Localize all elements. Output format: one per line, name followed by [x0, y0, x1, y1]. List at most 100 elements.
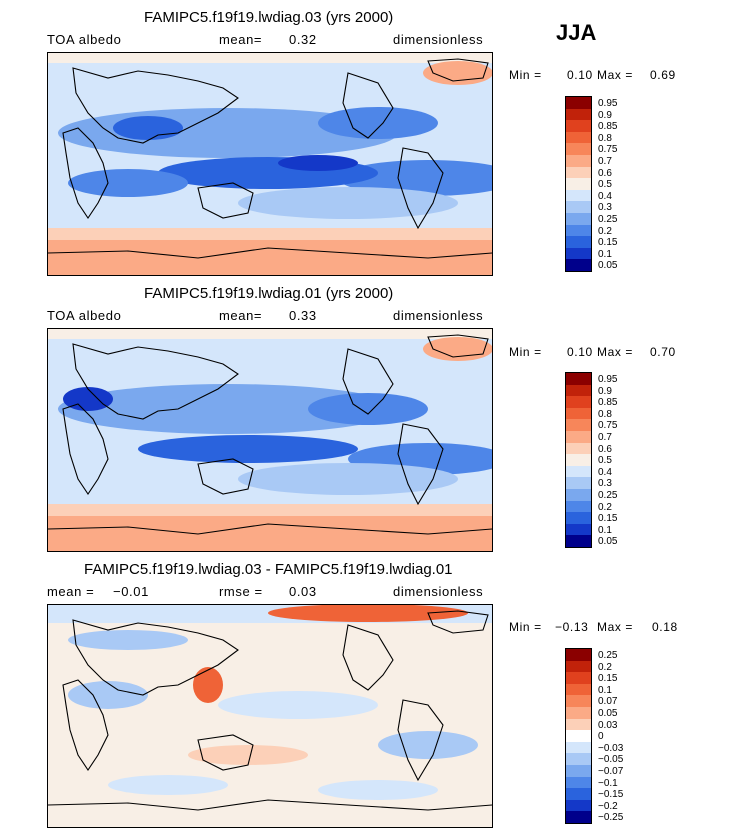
- colorbar-swatch: [566, 799, 591, 812]
- panel2-max-label: Max =: [597, 345, 634, 359]
- panel1-map-svg: [48, 53, 492, 275]
- colorbar-swatch: [566, 776, 591, 789]
- panel2-colorbar: 0.95 0.9 0.85 0.8 0.75 0.7 0.6 0.5 0.4 0.3 0.25 0.2…: [565, 372, 617, 548]
- colorbar-tick-label: 0.6: [598, 443, 612, 455]
- colorbar-swatch: [566, 512, 591, 525]
- colorbar-swatch: [566, 97, 591, 110]
- colorbar-tick-label: −0.03: [598, 742, 624, 754]
- panel1-units: dimensionless: [393, 32, 484, 47]
- colorbar-tick-label: 0.95: [598, 98, 618, 109]
- colorbar-tick-label: 0.2: [598, 225, 612, 237]
- colorbar-swatch: [566, 201, 591, 214]
- colorbar-swatch: [566, 718, 591, 731]
- colorbar-swatch: [566, 730, 591, 743]
- colorbar-tick-label: −0.25: [598, 812, 624, 824]
- panel1-max-label: Max =: [597, 68, 634, 82]
- panel1-colorbar: 0.95 0.9 0.85 0.8 0.75 0.7 0.6 0.5 0.4 0.3 0.25 0.2…: [565, 96, 617, 272]
- colorbar-swatch: [566, 672, 591, 685]
- colorbar-swatch: [566, 454, 591, 467]
- colorbar-tick-label: 0.15: [598, 513, 618, 525]
- colorbar-swatch: [566, 535, 591, 548]
- colorbar-swatch: [566, 811, 591, 824]
- colorbar-tick-label: 0.15: [598, 673, 618, 685]
- colorbar-swatch: [566, 189, 591, 202]
- panel3-min-label: Min =: [509, 620, 542, 634]
- colorbar-tick-label: 0.6: [598, 167, 612, 179]
- panel3-rmse-label: rmse =: [219, 584, 263, 599]
- panel3-units: dimensionless: [393, 584, 484, 599]
- panel2-units: dimensionless: [393, 308, 484, 323]
- colorbar-tick-label: 0.85: [598, 121, 618, 133]
- colorbar-tick-label: 0.2: [598, 661, 612, 673]
- colorbar-swatch: [566, 523, 591, 536]
- colorbar-swatch: [566, 707, 591, 720]
- panel2-variable: TOA albedo: [47, 308, 122, 323]
- colorbar-swatch: [566, 431, 591, 444]
- colorbar-swatch: [566, 660, 591, 673]
- colorbar-swatch: [566, 155, 591, 168]
- colorbar-swatch: [566, 788, 591, 801]
- colorbar-swatch: [566, 442, 591, 455]
- colorbar-swatch: [566, 407, 591, 420]
- colorbar-swatch: [566, 741, 591, 754]
- colorbar-tick-label: 0.15: [598, 237, 618, 249]
- colorbar-tick-label: 0.25: [598, 650, 618, 661]
- colorbar-tick-label: 0.7: [598, 432, 612, 443]
- panel3-map: [47, 604, 493, 828]
- panel2-max-value: 0.70: [650, 345, 676, 359]
- panel2-title: FAMIPC5.f19f19.lwdiag.01 (yrs 2000): [144, 285, 394, 302]
- colorbar-tick-label: 0.95: [598, 374, 618, 385]
- colorbar-swatch: [566, 108, 591, 121]
- panel3-mean-label: mean =: [47, 584, 95, 599]
- colorbar-swatch: [566, 259, 591, 272]
- colorbar-tick-label: −0.05: [598, 754, 624, 766]
- panel1-mean-value: 0.32: [289, 32, 317, 47]
- colorbar-swatch: [566, 373, 591, 386]
- panel3-mean-value: −0.01: [113, 584, 149, 599]
- colorbar-swatch: [566, 419, 591, 432]
- colorbar-tick-label: 0.03: [598, 719, 618, 731]
- colorbar-tick-label: 0.5: [598, 179, 612, 191]
- colorbar-tick-label: 0.07: [598, 696, 618, 708]
- colorbar-tick-label: 0.1: [598, 684, 612, 696]
- colorbar-tick-label: 0.9: [598, 109, 612, 121]
- colorbar-tick-label: 0.85: [598, 397, 618, 409]
- colorbar-swatch: [566, 213, 591, 226]
- colorbar-swatch: [566, 683, 591, 696]
- colorbar-tick-label: 0.3: [598, 478, 612, 490]
- colorbar-tick-label: 0.2: [598, 501, 612, 513]
- panel2-min-label: Min =: [509, 345, 542, 359]
- panel1-mean-label: mean=: [219, 32, 263, 47]
- panel2-map: [47, 328, 493, 552]
- colorbar-swatch: [566, 166, 591, 179]
- colorbar-tick-label: 0.9: [598, 385, 612, 397]
- colorbar-swatch: [566, 649, 591, 662]
- colorbar-swatch: [566, 384, 591, 397]
- panel3-rmse-value: 0.03: [289, 584, 317, 599]
- colorbar-swatch: [566, 224, 591, 237]
- colorbar-swatch: [566, 247, 591, 260]
- colorbar-swatch: [566, 500, 591, 513]
- colorbar-swatch: [566, 396, 591, 409]
- colorbar-swatch: [566, 695, 591, 708]
- colorbar-tick-label: −0.15: [598, 789, 624, 801]
- panel1-variable: TOA albedo: [47, 32, 122, 47]
- colorbar-tick-label: 0.05: [598, 708, 618, 719]
- colorbar-tick-label: 0.25: [598, 490, 618, 501]
- colorbar-tick-label: 0.8: [598, 408, 612, 420]
- colorbar-swatch: [566, 120, 591, 133]
- colorbar-tick-label: 0.3: [598, 202, 612, 214]
- colorbar-swatch: [566, 477, 591, 490]
- panel3-title: FAMIPC5.f19f19.lwdiag.03 - FAMIPC5.f19f1…: [84, 561, 453, 578]
- panel3-colorbar: 0.25 0.2 0.15 0.1 0.07 0.05 0.03 0 −0.03 −0.05 −0.…: [565, 648, 623, 824]
- colorbar-tick-label: 0: [598, 731, 604, 743]
- colorbar-tick-label: −0.07: [598, 766, 624, 777]
- colorbar-tick-label: 0.75: [598, 420, 618, 432]
- panel1-max-value: 0.69: [650, 68, 676, 82]
- colorbar-tick-label: 0.8: [598, 132, 612, 144]
- colorbar-swatch: [566, 465, 591, 478]
- colorbar-tick-label: −0.2: [598, 800, 618, 812]
- colorbar-tick-label: 0.05: [598, 536, 618, 548]
- panel1-min-value: 0.10: [567, 68, 593, 82]
- colorbar-tick-label: 0.1: [598, 248, 612, 260]
